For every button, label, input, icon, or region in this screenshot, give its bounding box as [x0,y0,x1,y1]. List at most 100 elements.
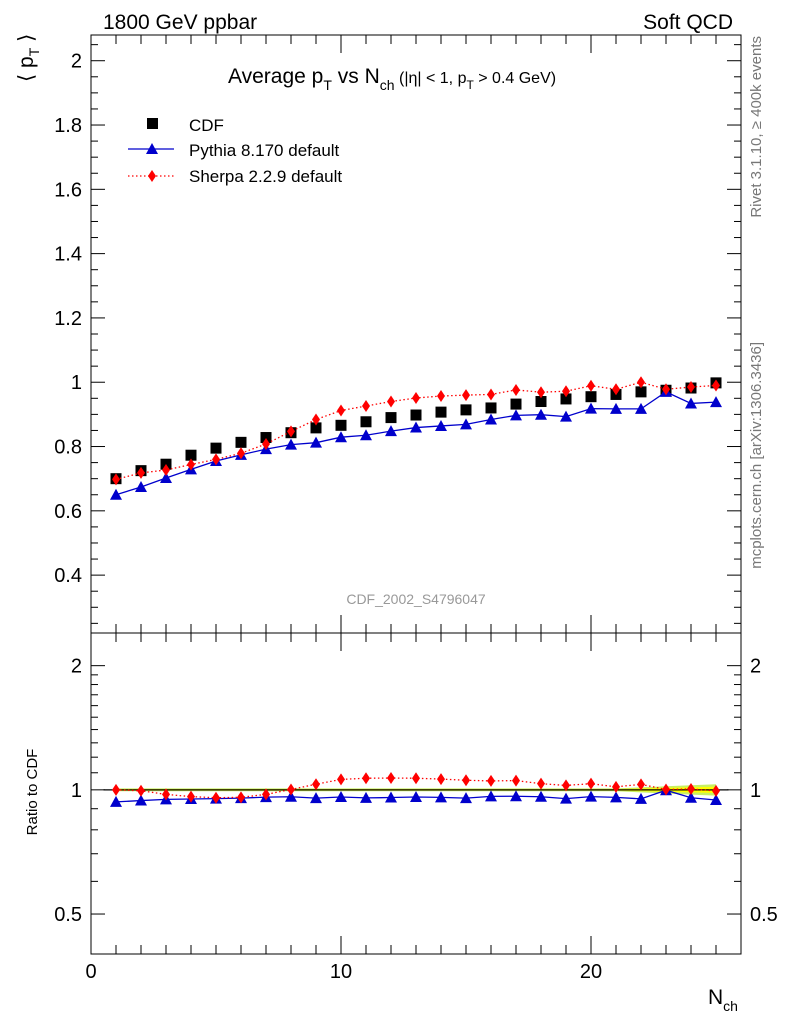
main-y-axis-label: ⟨ pT ⟩ [15,34,42,82]
data-point-square [185,449,197,461]
data-point-triangle [285,438,297,450]
data-point-square [360,416,372,428]
data-point-square [460,404,472,416]
legend-sherpa-diamond-icon [148,170,156,182]
y-tick-label: 0.4 [54,565,82,587]
data-point-diamond [687,782,695,795]
y-tick-label: 1.8 [54,115,82,137]
data-point-diamond [437,390,445,403]
data-point-triangle [685,791,697,803]
data-point-diamond [462,774,470,787]
y-tick-label: 0.6 [54,501,82,523]
data-point-square [310,422,322,434]
ylabel-right: ⟩ [15,34,38,48]
data-point-square [385,412,397,424]
data-point-diamond [612,780,620,793]
y-tick-label: 0.8 [54,437,82,459]
data-point-triangle [460,418,472,430]
data-point-diamond [212,791,220,804]
data-point-triangle [360,429,372,441]
data-point-triangle [635,402,647,414]
main-x-ticks [90,35,742,633]
data-point-diamond [262,437,270,450]
ratio-y-tick-label-right: 1 [750,780,761,802]
data-point-diamond [262,788,270,801]
data-point-triangle [610,402,622,414]
main-title: Average pT vs Nch (|η| < 1, pT > 0.4 GeV… [228,65,556,93]
data-point-triangle [435,419,447,431]
data-point-diamond [162,788,170,801]
data-point-triangle [560,792,572,804]
x-tick-label: 10 [330,961,352,983]
data-point-triangle [485,413,497,425]
data-point-diamond [662,383,670,396]
data-point-diamond [637,778,645,791]
data-point-square [210,442,222,454]
data-point-square [335,419,347,431]
data-point-diamond [162,463,170,476]
legend-cdf-label: CDF [189,116,224,135]
ratio-y-tick-label: 0.5 [54,904,82,926]
data-point-triangle [110,488,122,500]
data-point-diamond [237,447,245,460]
data-point-diamond [412,391,420,404]
data-point-triangle [610,791,622,803]
y-tick-label: 1.6 [54,179,82,201]
data-point-triangle [560,410,572,422]
data-point-diamond [712,784,720,797]
data-point-square [235,436,247,448]
data-point-triangle [485,790,497,802]
data-point-triangle [510,790,522,802]
data-point-diamond [387,395,395,408]
data-point-diamond [237,791,245,804]
data-point-diamond [712,379,720,392]
data-point-square [260,432,272,444]
data-point-triangle [535,790,547,802]
data-point-triangle [160,472,172,484]
data-point-triangle [385,791,397,803]
data-point-diamond [587,379,595,392]
data-point-diamond [537,777,545,790]
y-tick-label: 1.4 [54,244,82,266]
main-panel: 0.40.60.811.21.41.61.82 Average pT vs Nc… [15,34,742,634]
ylabel-sub: T [26,47,42,56]
data-point-triangle [585,790,597,802]
data-point-diamond [512,383,520,396]
analysis-id-label: CDF_2002_S4796047 [346,591,486,607]
data-point-diamond [187,458,195,471]
data-point-triangle [110,795,122,807]
data-point-diamond [287,783,295,796]
data-point-square [485,402,497,414]
data-point-diamond [112,783,120,796]
legend: CDF Pythia 8.170 default Sherpa 2.2.9 de… [128,116,342,186]
data-point-triangle [710,396,722,408]
data-point-diamond [562,779,570,792]
ratio-y-tick-label: 1 [71,780,82,802]
title-sub-pt2: T [466,78,474,92]
data-point-diamond [662,783,670,796]
rivet-label: Rivet 3.1.10, ≥ 400k events [748,36,765,218]
legend-pythia-label: Pythia 8.170 default [189,141,340,160]
xlabel-main: N [708,986,723,1009]
data-point-triangle [285,790,297,802]
data-point-triangle [310,792,322,804]
legend-entry-cdf: CDF [147,116,224,135]
data-point-diamond [637,376,645,389]
ratio-y-tick-label-right: 2 [750,656,761,678]
data-point-diamond [462,389,470,402]
x-tick-label: 20 [580,961,602,983]
title-cut-a: (|η| < 1, p [395,70,467,87]
data-point-triangle [335,431,347,443]
data-point-diamond [112,473,120,486]
data-point-square [560,393,572,405]
data-point-diamond [337,404,345,417]
data-point-diamond [362,400,370,413]
data-point-diamond [687,381,695,394]
ratio-x-ticks: 0 10 20 [85,633,742,983]
data-point-diamond [587,777,595,790]
xlabel-sub: ch [723,998,738,1014]
data-point-diamond [287,425,295,438]
x-tick-label: 0 [85,961,96,983]
data-point-triangle [135,794,147,806]
